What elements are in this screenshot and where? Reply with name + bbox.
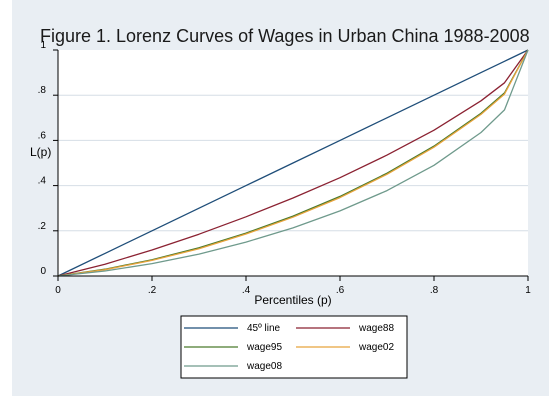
legend-label: 45º line [247,323,281,334]
legend [180,315,408,379]
y-tick-label: 0 [40,266,46,277]
x-axis-ticks: 0 .2 .4 .6 .8 1 [55,276,531,296]
legend-entries: 45º line wage88 wage95 wage02 wage08 [184,323,394,372]
y-tick-label: .8 [38,85,47,96]
y-tick-label: .2 [38,221,47,232]
series-line-45-line [57,49,529,277]
series-lines [57,49,529,277]
legend-label: wage02 [358,342,394,353]
y-tick-label: .4 [38,176,47,187]
x-tick-label: .8 [430,285,439,296]
x-tick-label: 1 [525,285,531,296]
y-axis-label: L(p) [30,145,51,159]
series-line-wage08 [57,49,529,277]
x-tick-label: .4 [242,285,251,296]
series-line-wage88 [57,49,529,277]
y-tick-label: 1 [40,40,46,51]
x-axis-label: Percentiles (p) [254,293,331,307]
chart-title: Figure 1. Lorenz Curves of Wages in Urba… [40,26,530,46]
x-tick-label: .6 [336,285,345,296]
x-tick-label: 0 [55,285,61,296]
legend-label: wage08 [246,361,282,372]
series-line-wage02 [57,49,529,277]
grid [58,94,528,232]
y-axis-ticks: 0 .2 .4 .6 .8 1 [38,40,58,277]
x-tick-label: .2 [148,285,157,296]
series-line-wage95 [57,49,529,277]
legend-label: wage95 [246,342,282,353]
legend-label: wage88 [358,323,394,334]
y-tick-label: .6 [38,130,47,141]
